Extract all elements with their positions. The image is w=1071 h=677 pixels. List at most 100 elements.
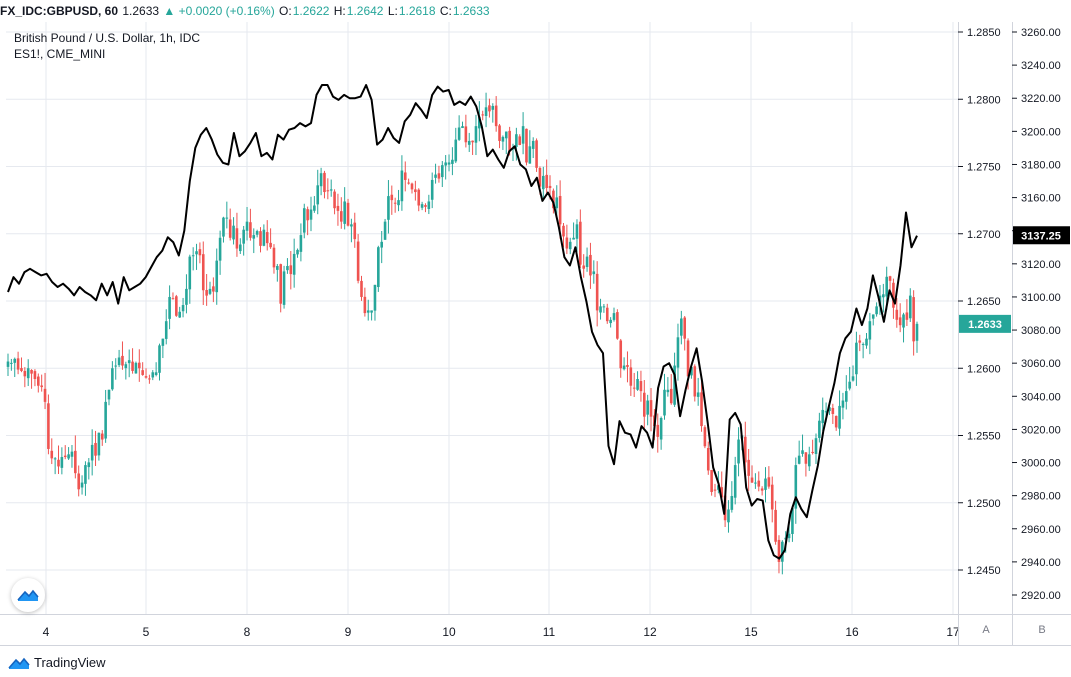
candle bbox=[10, 358, 13, 371]
legend-title: British Pound / U.S. Dollar, 1h, IDC bbox=[14, 31, 201, 45]
candle bbox=[444, 155, 447, 180]
candle bbox=[235, 212, 239, 257]
candle bbox=[727, 500, 730, 533]
candle bbox=[393, 197, 397, 213]
candle bbox=[696, 377, 700, 406]
candle bbox=[612, 307, 616, 322]
candle bbox=[245, 206, 249, 241]
candle bbox=[239, 238, 242, 255]
candle bbox=[632, 372, 636, 397]
candle bbox=[360, 275, 363, 301]
candle bbox=[831, 403, 835, 424]
candle bbox=[908, 288, 912, 323]
candle bbox=[838, 390, 841, 436]
es-tick-label: 3100.00 bbox=[1021, 292, 1061, 304]
candle bbox=[912, 290, 915, 356]
candle bbox=[232, 217, 235, 245]
chart-legend: British Pound / U.S. Dollar, 1h, IDC ES1… bbox=[14, 30, 200, 62]
candle bbox=[148, 374, 151, 384]
candle bbox=[323, 170, 326, 199]
candle bbox=[363, 287, 367, 317]
es-tick-label: 3220.00 bbox=[1021, 93, 1061, 105]
candle bbox=[861, 342, 865, 359]
candle bbox=[47, 394, 50, 455]
es-tick-label: 2920.00 bbox=[1021, 590, 1061, 602]
tradingview-badge-icon[interactable] bbox=[11, 578, 45, 612]
close-value: 1.2633 bbox=[452, 4, 490, 18]
candle bbox=[124, 361, 128, 380]
scale-b-button[interactable]: B bbox=[1038, 624, 1045, 636]
candle bbox=[451, 147, 454, 176]
candle bbox=[265, 220, 269, 251]
candle bbox=[164, 309, 168, 345]
candle bbox=[427, 194, 431, 215]
candle bbox=[63, 445, 67, 460]
candle bbox=[272, 244, 276, 274]
candle bbox=[188, 254, 192, 304]
candle bbox=[16, 351, 20, 375]
es1-line bbox=[7, 84, 918, 560]
candle bbox=[622, 357, 626, 371]
candle bbox=[282, 265, 286, 309]
candle bbox=[720, 471, 724, 499]
current-es-tag: 3137.25 bbox=[1013, 226, 1070, 245]
open-value: 1.2622 bbox=[292, 4, 330, 18]
candle bbox=[370, 310, 373, 321]
es-tick-label: 3240.00 bbox=[1021, 60, 1061, 72]
candle bbox=[252, 228, 256, 254]
candle bbox=[158, 343, 161, 381]
x-tick-label: 12 bbox=[643, 625, 657, 639]
candle bbox=[340, 197, 343, 229]
candle bbox=[774, 500, 777, 545]
tradingview-brand[interactable]: TradingView bbox=[8, 655, 106, 670]
candle bbox=[531, 137, 535, 159]
candle bbox=[898, 303, 902, 333]
high-value: 1.2642 bbox=[346, 4, 384, 18]
candle bbox=[528, 130, 532, 164]
candle bbox=[50, 438, 54, 465]
candle bbox=[134, 361, 138, 374]
candle bbox=[201, 241, 205, 306]
candle bbox=[114, 358, 118, 380]
auto-scale-button[interactable]: A bbox=[982, 624, 990, 636]
candle bbox=[457, 115, 461, 141]
candle bbox=[302, 203, 306, 239]
candle bbox=[104, 389, 107, 443]
chart-axes: 4 5 8 9 10 11 12 15 16 17 1.2850 1.2800 1.2750 1.2700… bbox=[0, 22, 1071, 646]
chart-grid bbox=[6, 22, 958, 614]
candle bbox=[518, 134, 522, 146]
es1-overlay-line bbox=[7, 84, 918, 560]
candle bbox=[329, 179, 333, 197]
es-tick-label: 3180.00 bbox=[1021, 159, 1061, 171]
legend-overlay[interactable]: ES1!, CME_MINI bbox=[14, 47, 106, 61]
candle bbox=[609, 317, 612, 328]
candle bbox=[276, 263, 279, 282]
candle bbox=[151, 370, 155, 381]
candle bbox=[390, 185, 394, 215]
candle bbox=[619, 338, 623, 378]
price-tick-label: 1.2600 bbox=[967, 363, 1001, 375]
candle bbox=[700, 380, 703, 432]
candle bbox=[629, 359, 633, 396]
price-tick-label: 1.2850 bbox=[967, 27, 1001, 39]
candle bbox=[461, 121, 464, 129]
last-price: 1.2633 bbox=[122, 4, 160, 18]
candle bbox=[545, 159, 548, 193]
candle bbox=[43, 372, 47, 410]
candle bbox=[249, 208, 252, 241]
candle bbox=[441, 161, 444, 188]
candle bbox=[84, 461, 87, 496]
candle bbox=[292, 238, 296, 288]
candle bbox=[589, 242, 592, 289]
symbol-name[interactable]: FX_IDC:GBPUSD, 60 bbox=[0, 4, 119, 18]
candle bbox=[730, 481, 734, 513]
candle bbox=[801, 434, 804, 457]
candle bbox=[6, 353, 10, 376]
candle bbox=[417, 188, 421, 212]
candle bbox=[430, 172, 434, 209]
es-tick-label: 2960.00 bbox=[1021, 524, 1061, 536]
candle bbox=[94, 430, 97, 467]
candle bbox=[542, 166, 545, 201]
symbol-header: FX_IDC:GBPUSD, 60 1.2633 ▲ +0.0020 (+0.1… bbox=[0, 0, 1071, 22]
